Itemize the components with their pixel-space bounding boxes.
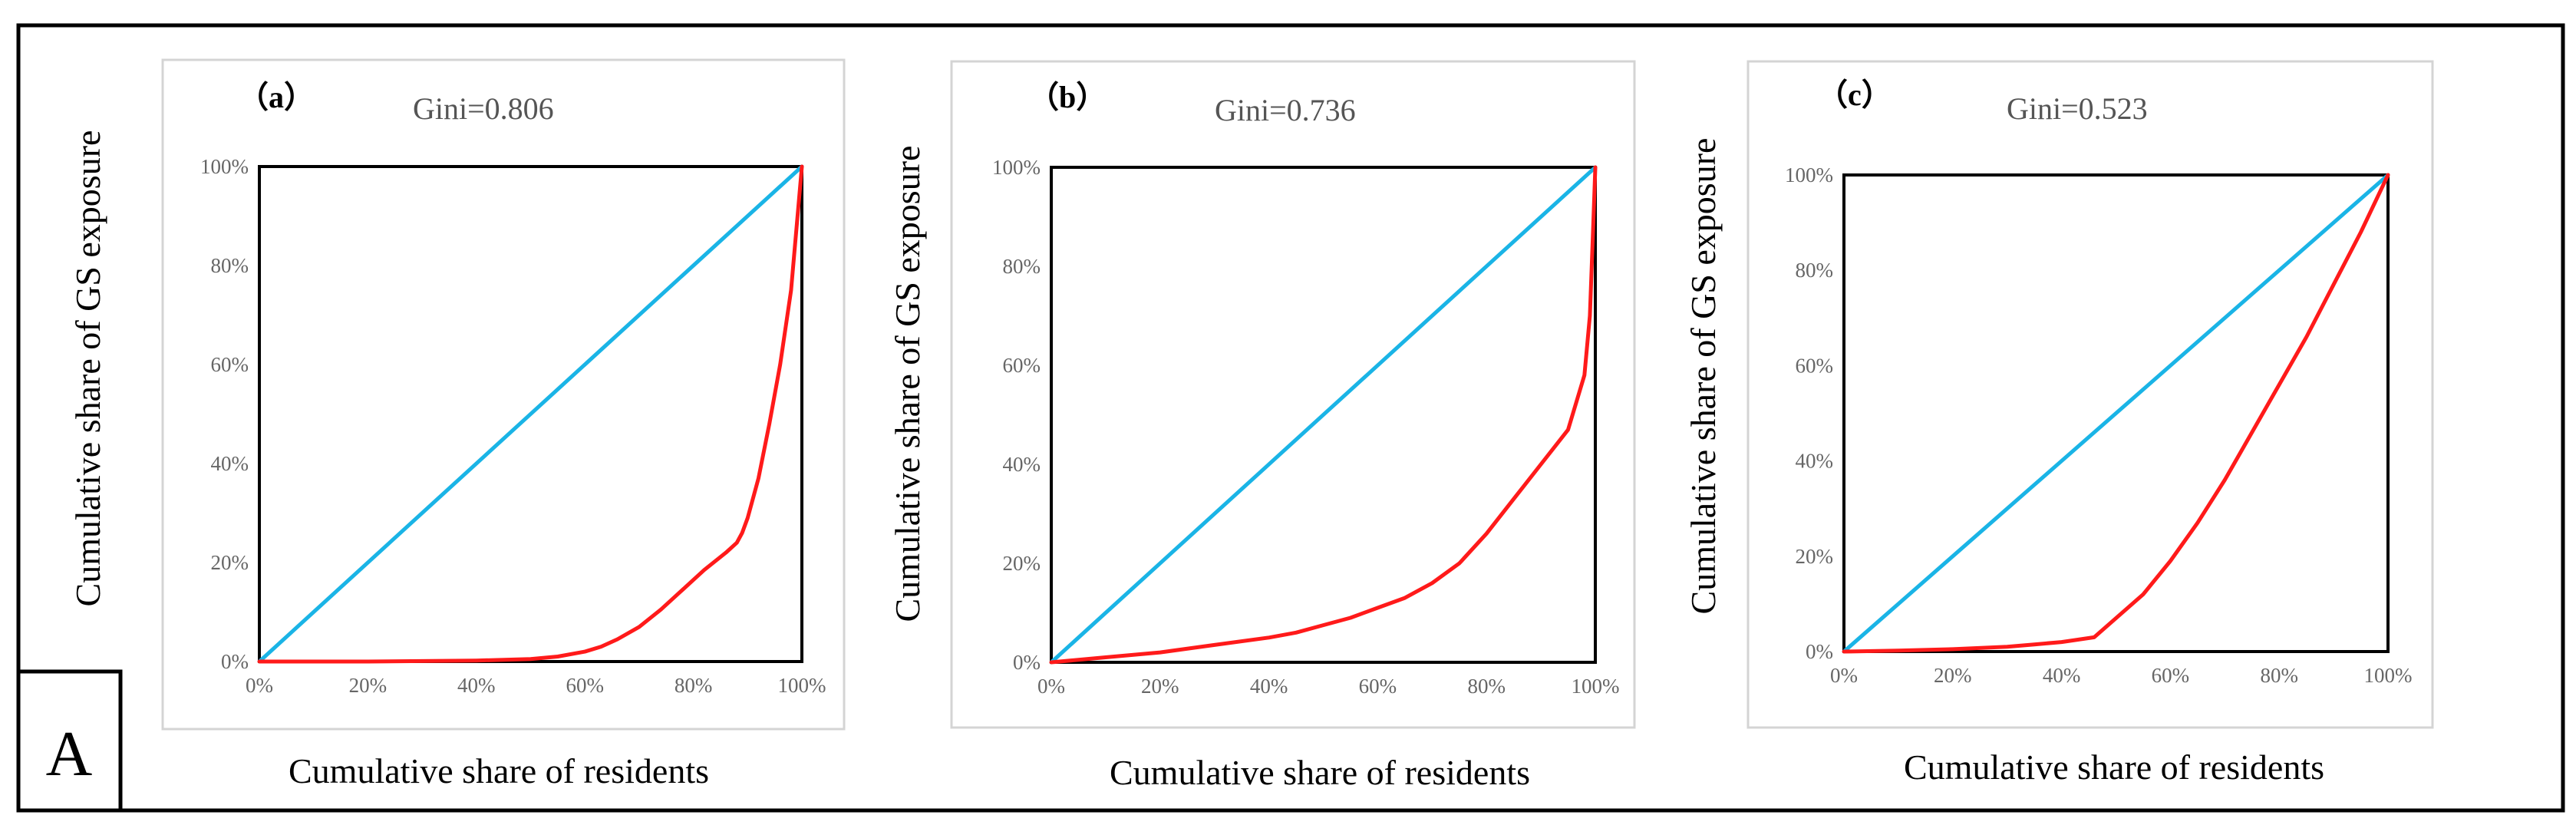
panel-b-y-tick-label: 60%	[1003, 354, 1041, 377]
panel-c-y-tick-label: 0%	[1806, 640, 1833, 663]
panel-b-x-tick-label: 20%	[1141, 675, 1179, 698]
panel-a-y-tick-label: 80%	[211, 254, 249, 277]
panel-a-x-tick-label: 20%	[349, 674, 388, 697]
panel-b-xlabel: Cumulative share of residents	[1110, 753, 1530, 792]
panel-c-plot: 0% 20% 40% 60% 80% 100% 0% 20% 40% 60% 80% 100%	[1785, 163, 2413, 687]
panel-c-plot-frame	[1842, 173, 2390, 653]
panel-b-x-tick-label: 80%	[1467, 675, 1506, 698]
chart-panel-b: （b） Gini=0.736 Cumulative share of GS ex…	[888, 60, 1636, 792]
panel-b-y-tick-label: 20%	[1003, 552, 1041, 575]
panel-a-x-tick-label: 40%	[457, 674, 496, 697]
panel-a-ylabel: Cumulative share of GS exposure	[68, 130, 107, 607]
panel-b-y-tick-label: 100%	[992, 156, 1041, 179]
panel-a-y-tick-label: 60%	[211, 353, 249, 376]
panel-c-lorenz-curve	[1842, 173, 2390, 654]
panel-c-x-tick-label: 0%	[1830, 664, 1858, 687]
panel-b-border	[950, 60, 1636, 729]
panel-b-x-tick-label: 60%	[1359, 675, 1397, 698]
panel-b-plot-frame	[1050, 166, 1597, 664]
panel-b-gini: Gini=0.736	[1215, 93, 1356, 127]
panel-a-gini: Gini=0.806	[413, 91, 554, 126]
panel-a-y-tick-label: 20%	[211, 551, 249, 574]
chart-panel-a: （a） Gini=0.806 Cumulative share of GS ex…	[68, 58, 846, 790]
panel-b-y-tick-label: 80%	[1003, 255, 1041, 278]
panel-a-plot-frame	[258, 165, 803, 663]
figure-label: A	[46, 718, 93, 790]
panel-c-y-tick-label: 80%	[1796, 259, 1834, 282]
panel-b-x-tick-label: 40%	[1250, 675, 1288, 698]
panel-c-y-tick-label: 60%	[1796, 354, 1834, 377]
panel-a-lorenz-curve	[257, 164, 804, 664]
panel-c-ylabel: Cumulative share of GS exposure	[1684, 138, 1723, 615]
panel-a-y-tick-label: 40%	[211, 452, 249, 475]
panel-b-y-tick-label: 40%	[1003, 453, 1041, 476]
panel-c-gini: Gini=0.523	[2007, 91, 2148, 126]
panel-c-x-tick-label: 20%	[1934, 664, 1972, 687]
figure-label-box	[16, 669, 123, 813]
panel-c-x-tick-label: 100%	[2364, 664, 2413, 687]
panel-a-letter: （a）	[238, 80, 315, 114]
panel-a-border	[161, 58, 846, 731]
panel-b-plot: 0% 20% 40% 60% 80% 100% 0% 20% 40% 60% 80% 100%	[992, 156, 1620, 698]
panel-c-x-tick-label: 80%	[2260, 664, 2298, 687]
panel-b-ylabel: Cumulative share of GS exposure	[888, 146, 927, 622]
panel-c-letter: （c）	[1817, 78, 1892, 112]
figure-border	[16, 23, 2565, 813]
panel-a-y-tick-label: 0%	[221, 650, 249, 673]
panel-b-x-tick-label: 0%	[1037, 675, 1065, 698]
panel-a-x-tick-label: 0%	[246, 674, 273, 697]
panel-c-xlabel: Cumulative share of residents	[1904, 747, 2324, 787]
panel-a-equality-line	[257, 164, 804, 664]
panel-b-y-tick-label: 0%	[1013, 651, 1041, 674]
panel-c-y-tick-label: 20%	[1796, 545, 1834, 568]
panel-c-x-tick-label: 60%	[2152, 664, 2190, 687]
panel-b-x-tick-label: 100%	[1572, 675, 1620, 698]
panel-a-plot: 0% 20% 40% 60% 80% 100% 0% 20% 40% 60% 80% 100%	[200, 155, 826, 697]
panel-a-x-tick-label: 60%	[566, 674, 604, 697]
chart-panel-c: （c） Gini=0.523 Cumulative share of GS ex…	[1684, 60, 2434, 787]
panel-b-lorenz-curve	[1049, 165, 1598, 665]
panel-c-border	[1746, 60, 2434, 729]
panel-c-y-tick-label: 40%	[1796, 450, 1834, 473]
panel-a-xlabel: Cumulative share of residents	[289, 751, 709, 790]
panel-c-equality-line	[1842, 173, 2390, 654]
panel-a-x-tick-label: 100%	[778, 674, 826, 697]
panel-a-x-tick-label: 80%	[675, 674, 713, 697]
panel-c-y-tick-label: 100%	[1785, 163, 1833, 186]
panel-c-x-tick-label: 40%	[2043, 664, 2081, 687]
panel-b-equality-line	[1049, 165, 1598, 665]
panel-b-letter: （b）	[1028, 80, 1107, 114]
panel-a-y-tick-label: 100%	[200, 155, 249, 178]
